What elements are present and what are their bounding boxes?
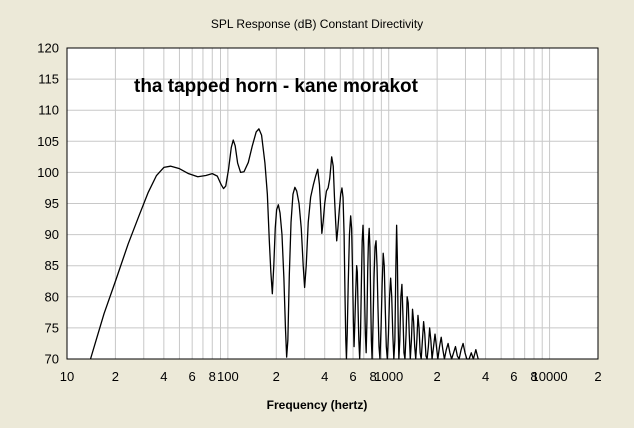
x-tick-label: 4 — [482, 369, 489, 384]
x-tick-label: 4 — [321, 369, 328, 384]
x-tick-label: 8 — [370, 369, 377, 384]
chart-title: SPL Response (dB) Constant Directivity — [211, 17, 423, 31]
spl-response-line — [89, 128, 479, 360]
y-tick-label: 90 — [45, 227, 59, 242]
x-tick-label: 6 — [510, 369, 517, 384]
y-tick-label: 75 — [45, 320, 59, 335]
x-tick-label: 8 — [530, 369, 537, 384]
y-tick-label: 95 — [45, 196, 59, 211]
x-tick-label: 100 — [217, 369, 239, 384]
y-tick-label: 120 — [37, 41, 59, 56]
y-tick-label: 115 — [38, 72, 59, 87]
chart-annotation: tha tapped horn - kane morakot — [134, 76, 419, 97]
plot-frame — [66, 47, 599, 360]
x-tick-label: 2 — [594, 369, 601, 384]
x-tick-label: 4 — [160, 369, 167, 384]
y-tick-label: 110 — [38, 103, 59, 118]
x-tick-label: 6 — [349, 369, 356, 384]
series-layer — [89, 128, 479, 360]
grid — [67, 48, 598, 359]
y-axis: 120 115 110 105 100 95 90 85 80 75 70 — [37, 41, 59, 367]
x-tick-label: 6 — [189, 369, 196, 384]
y-tick-label: 105 — [37, 134, 59, 149]
y-tick-label: 100 — [37, 165, 59, 180]
x-tick-label: 1000 — [374, 369, 403, 384]
y-tick-label: 70 — [45, 352, 59, 367]
x-tick-label: 2 — [112, 369, 119, 384]
x-tick-label: 10000 — [532, 369, 568, 384]
x-tick-label: 10 — [60, 369, 74, 384]
x-tick-label: 8 — [209, 369, 216, 384]
y-tick-label: 85 — [45, 258, 59, 273]
y-tick-label: 80 — [45, 289, 59, 304]
x-axis-label: Frequency (hertz) — [267, 398, 368, 412]
x-tick-label: 2 — [273, 369, 280, 384]
x-tick-label: 2 — [434, 369, 441, 384]
